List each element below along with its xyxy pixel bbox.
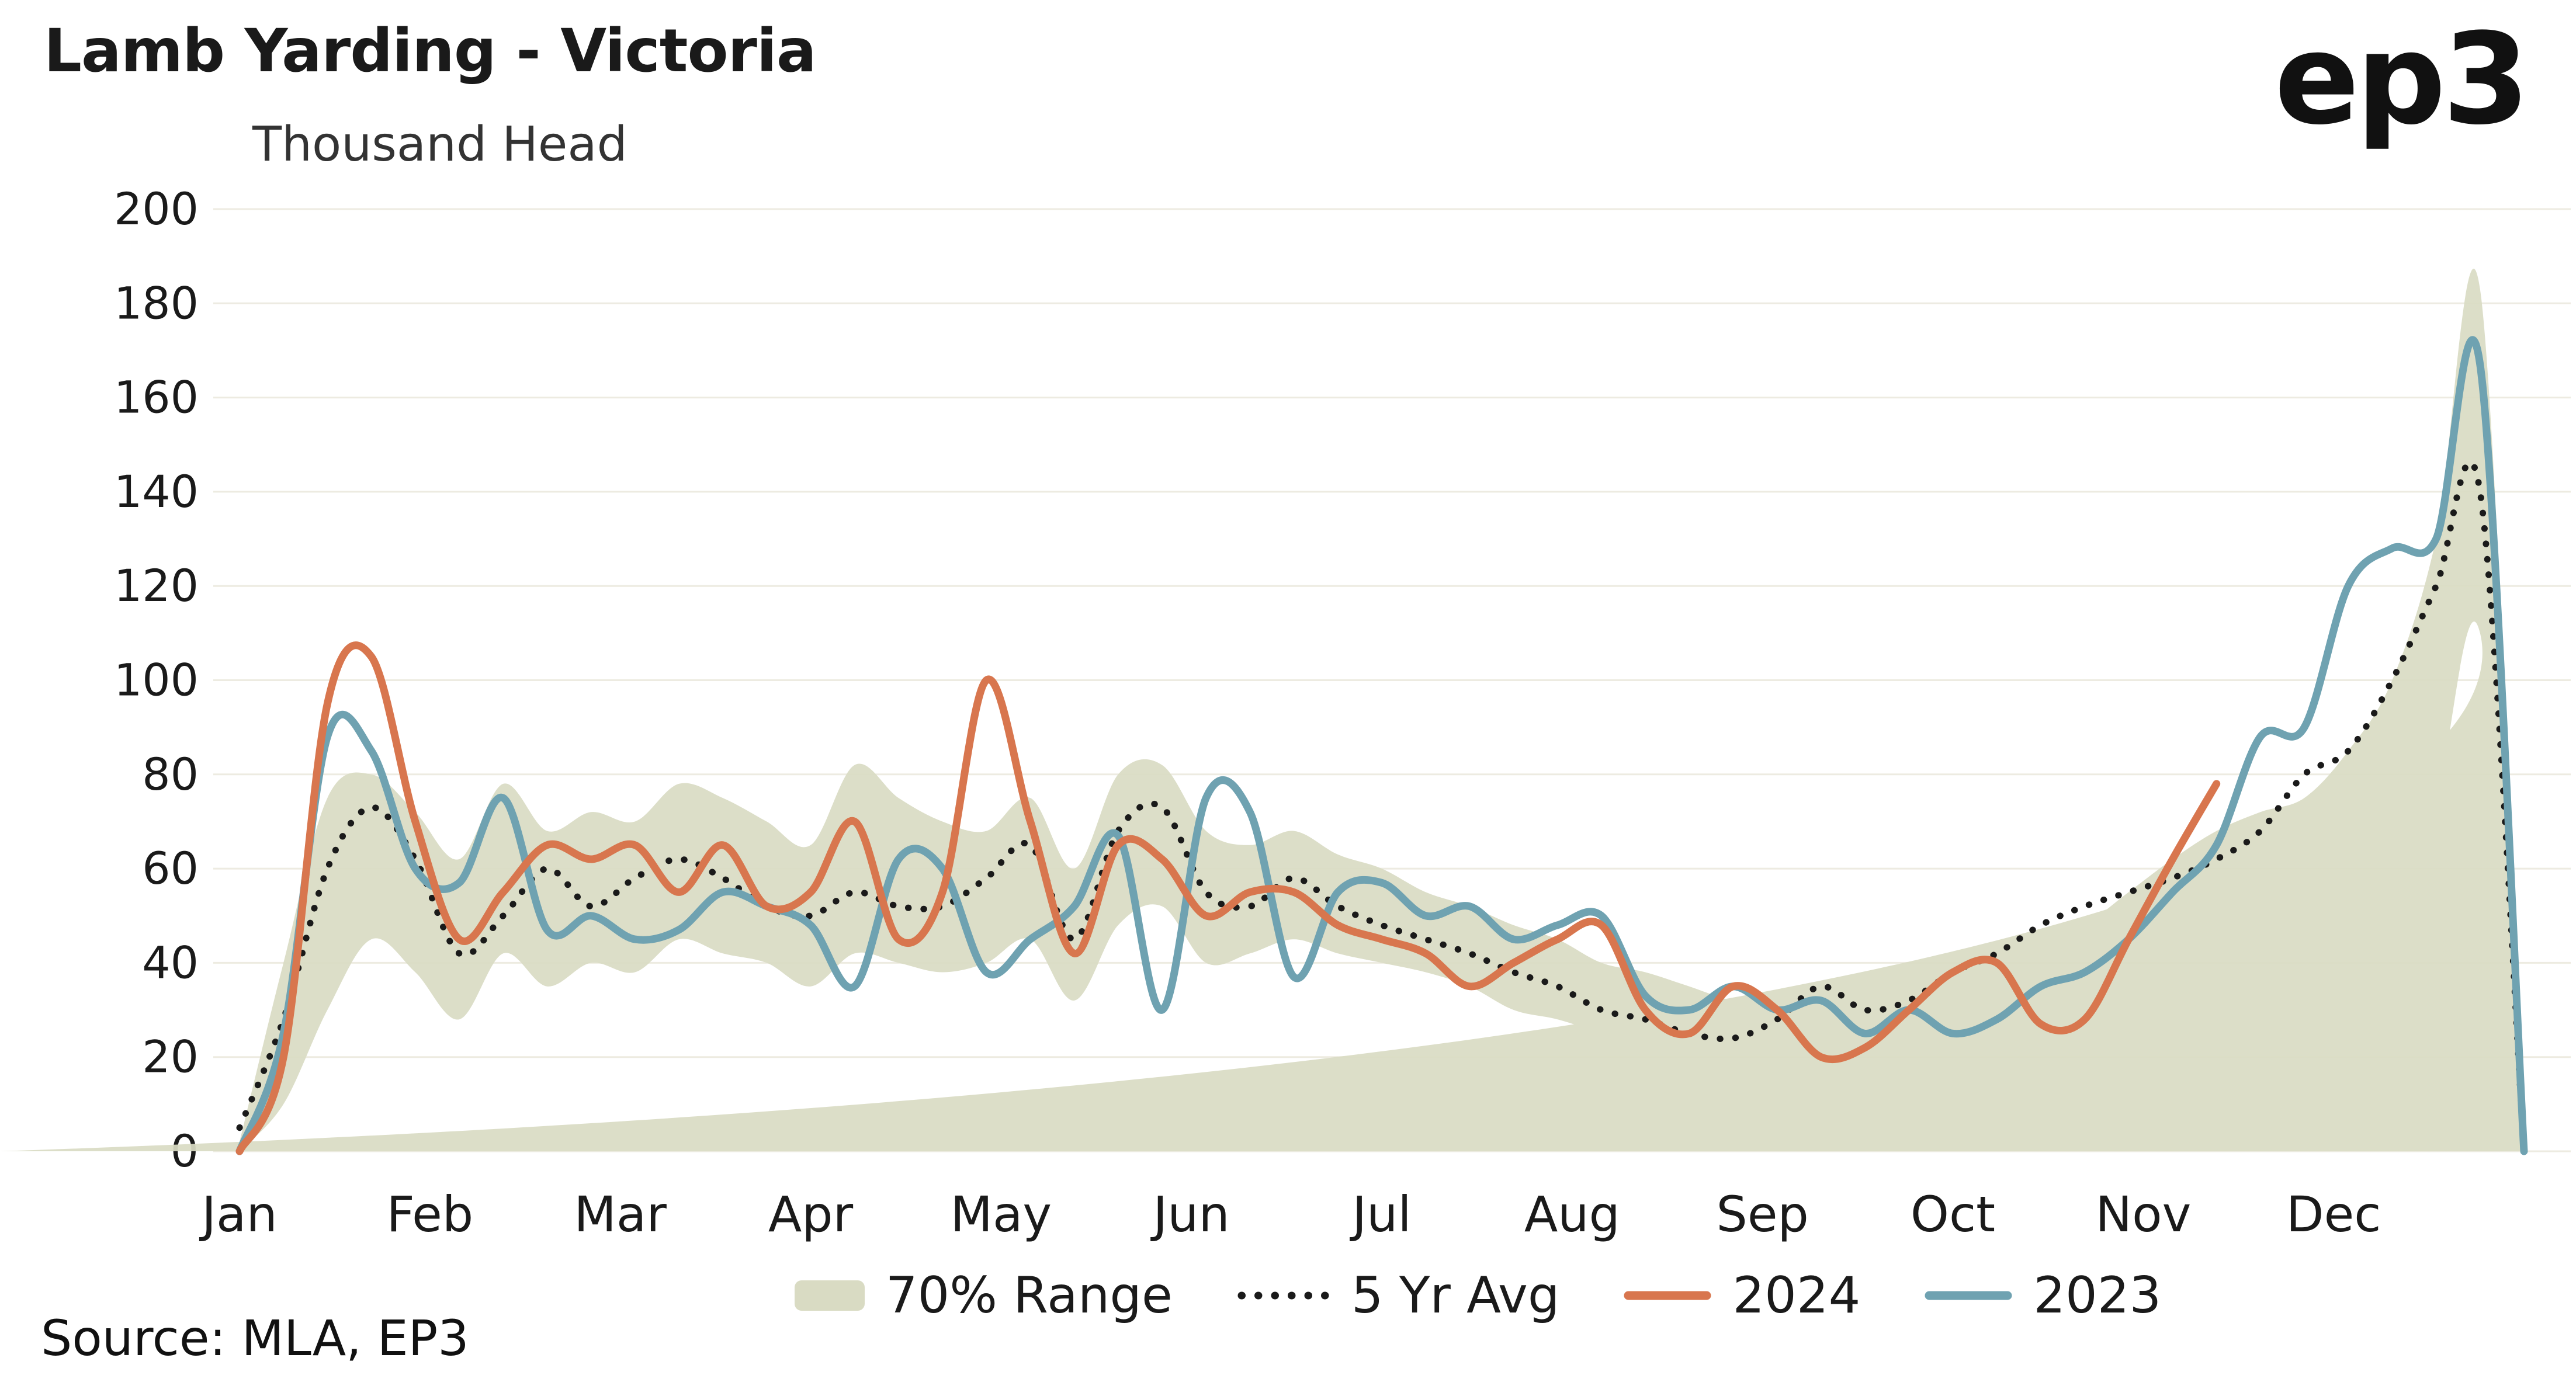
source-attribution: Source: MLA, EP3: [41, 1310, 469, 1367]
svg-text:20: 20: [142, 1031, 199, 1083]
svg-text:Apr: Apr: [768, 1186, 854, 1243]
svg-text:60: 60: [142, 842, 199, 894]
svg-text:Jun: Jun: [1150, 1186, 1230, 1243]
svg-text:180: 180: [114, 277, 199, 329]
legend-label-avg: 5 Yr Avg: [1351, 1266, 1560, 1325]
ep3-logo: ep3: [2274, 6, 2530, 152]
legend-label-range: 70% Range: [885, 1266, 1173, 1325]
legend-item-range: 70% Range: [794, 1266, 1173, 1325]
svg-text:Mar: Mar: [574, 1186, 667, 1243]
line-2023-swatch-icon: [1925, 1291, 2012, 1300]
svg-text:160: 160: [114, 371, 199, 423]
svg-text:Aug: Aug: [1524, 1186, 1620, 1243]
svg-text:100: 100: [114, 654, 199, 706]
svg-text:Dec: Dec: [2286, 1186, 2381, 1243]
range-band-swatch-icon: [794, 1280, 865, 1311]
svg-text:Feb: Feb: [386, 1186, 473, 1243]
svg-text:200: 200: [114, 183, 199, 235]
svg-text:120: 120: [114, 560, 199, 612]
avg-dotted-line-swatch-icon: [1237, 1291, 1330, 1300]
legend-item-2023: 2023: [1925, 1266, 2161, 1325]
svg-text:Jan: Jan: [199, 1186, 278, 1243]
svg-text:140: 140: [114, 466, 199, 518]
svg-text:80: 80: [142, 748, 199, 800]
legend-item-2024: 2024: [1624, 1266, 1860, 1325]
line-2024-swatch-icon: [1624, 1291, 1711, 1300]
svg-text:40: 40: [142, 936, 199, 988]
svg-text:Sep: Sep: [1717, 1186, 1809, 1243]
chart-legend: 70% Range 5 Yr Avg 2024 2023: [0, 1266, 2576, 1325]
chart-title: Lamb Yarding - Victoria: [44, 16, 817, 86]
svg-text:May: May: [950, 1186, 1052, 1243]
legend-item-avg: 5 Yr Avg: [1237, 1266, 1560, 1325]
svg-text:Nov: Nov: [2095, 1186, 2191, 1243]
y-axis-unit-label: Thousand Head: [252, 117, 627, 172]
svg-text:Oct: Oct: [1911, 1186, 1995, 1243]
svg-text:Jul: Jul: [1349, 1186, 1411, 1243]
legend-label-2023: 2023: [2033, 1266, 2162, 1325]
legend-label-2024: 2024: [1732, 1266, 1861, 1325]
